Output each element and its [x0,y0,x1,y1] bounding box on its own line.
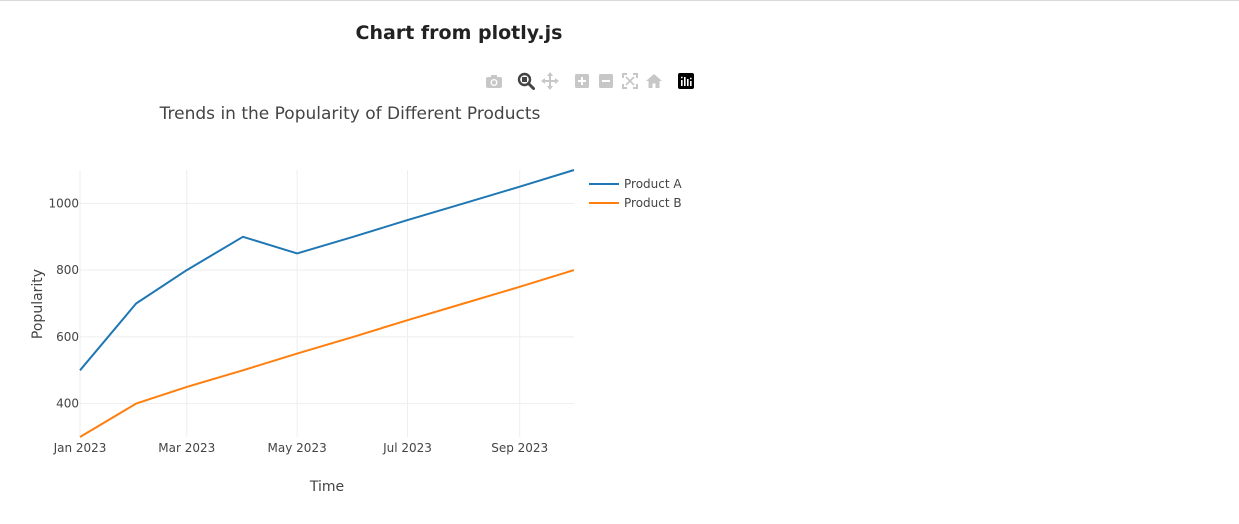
x-tick-label: May 2023 [268,441,327,455]
zoom-in-icon[interactable] [573,72,591,90]
plotly-logo-icon[interactable] [677,72,695,90]
top-divider [0,0,1239,1]
series-line-1[interactable] [79,169,575,371]
chart-title: Trends in the Popularity of Different Pr… [159,104,541,124]
gridlines [79,170,574,437]
camera-icon[interactable] [485,72,503,90]
legend-label: Product A [624,177,682,191]
x-tick-label: Sep 2023 [491,441,548,455]
pan-icon[interactable] [541,72,559,90]
y-axis-title: Popularity [30,269,46,339]
y-tick-label: 400 [56,397,79,411]
series-lines [79,169,575,438]
zoom-out-icon[interactable] [597,72,615,90]
legend-label: Product B [624,196,682,210]
legend[interactable]: Product A Product B [589,177,682,210]
x-tick-label: Jul 2023 [382,441,432,455]
y-tick-label: 600 [56,330,79,344]
y-tick-label: 800 [56,263,79,277]
x-tick-label: Jan 2023 [53,441,107,455]
x-axis-title: Time [309,479,344,495]
y-axis-ticks: 400 600 800 1000 [48,196,79,410]
legend-item[interactable]: Product A [589,177,682,191]
x-tick-label: Mar 2023 [158,441,215,455]
autoscale-icon[interactable] [621,72,639,90]
x-axis-ticks: Jan 2023 Mar 2023 May 2023 Jul 2023 Sep 2023 [53,441,549,455]
series-line-2[interactable] [79,269,575,438]
zoom-icon[interactable] [517,72,535,90]
legend-item[interactable]: Product B [589,196,682,210]
y-tick-label: 1000 [48,196,79,210]
page-title: Chart from plotly.js [355,22,563,44]
reset-axes-icon[interactable] [645,72,663,90]
